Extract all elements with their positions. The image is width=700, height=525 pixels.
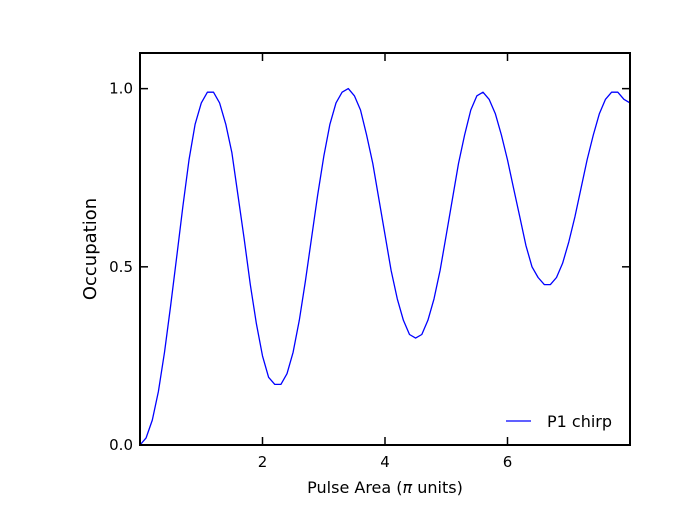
x-axis-label-symbol: π: [403, 478, 413, 497]
series-line-p1-chirp: [139, 87, 631, 446]
series-layer: [139, 87, 631, 446]
legend-label-p1-chirp: P1 chirp: [547, 412, 612, 431]
x-axis-label-suffix: units): [412, 478, 463, 497]
plot-frame: [139, 52, 631, 446]
x-tick-label: 6: [503, 453, 513, 471]
y-tick-label: 1.0: [109, 80, 133, 98]
y-axis-label: Occupation: [80, 198, 101, 300]
x-axis-label: Pulse Area (π units): [307, 478, 463, 497]
tick-marks: [140, 53, 630, 446]
y-tick-label: 0.0: [109, 436, 133, 454]
x-tick-label: 2: [258, 453, 268, 471]
tick-labels: 2 4 6 0.0 0.5 1.0: [109, 80, 512, 471]
y-tick-label: 0.5: [109, 258, 133, 276]
x-tick-label: 4: [380, 453, 390, 471]
x-axis-label-prefix: Pulse Area (: [307, 478, 402, 497]
legend: P1 chirp: [506, 412, 612, 431]
